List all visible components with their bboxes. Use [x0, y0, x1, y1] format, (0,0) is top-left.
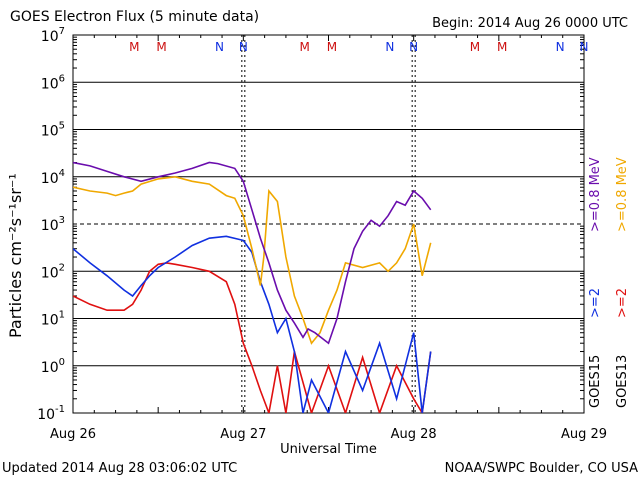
- marker-label: N: [556, 40, 565, 54]
- series-goes13-2: [73, 262, 432, 413]
- marker-label: M: [497, 40, 507, 54]
- y-tick-label: 106: [41, 73, 65, 92]
- legend-goes15: GOES15: [588, 354, 603, 408]
- y-axis-label: Particles cm⁻²s⁻¹sr⁻¹: [6, 173, 25, 338]
- legend-goes15-08: >=0.8 MeV: [588, 157, 603, 232]
- legend-goes15-2: >=2: [588, 287, 603, 318]
- y-tick-label: 104: [41, 168, 65, 187]
- marker-label: N: [580, 40, 589, 54]
- y-tick-label: 100: [41, 357, 65, 376]
- y-tick-label: 10-1: [37, 404, 65, 423]
- series-goes15-08: [73, 161, 432, 345]
- legend-goes13-2: >=2: [615, 287, 630, 318]
- marker-label: M: [299, 40, 309, 54]
- begin-time: Begin: 2014 Aug 26 0000 UTC: [432, 16, 628, 31]
- y-tick-label: 101: [41, 310, 65, 329]
- x-tick-label: Aug 26: [50, 427, 96, 442]
- marker-label: M: [470, 40, 480, 54]
- y-tick-label: 103: [41, 215, 65, 234]
- marker-label: N: [409, 40, 418, 54]
- marker-label: M: [129, 40, 139, 54]
- updated-timestamp: Updated 2014 Aug 28 03:06:02 UTC: [2, 461, 238, 476]
- chart-title: GOES Electron Flux (5 minute data): [10, 9, 260, 25]
- x-tick-label: Aug 29: [561, 427, 607, 442]
- marker-label: M: [327, 40, 337, 54]
- y-tick-label: 105: [41, 121, 65, 140]
- marker-label: M: [156, 40, 166, 54]
- legend-goes13-08: >=0.8 MeV: [615, 157, 630, 232]
- marker-label: N: [385, 40, 394, 54]
- x-tick-label: Aug 27: [220, 427, 266, 442]
- marker-label: N: [239, 40, 248, 54]
- y-tick-label: 102: [41, 262, 65, 281]
- marker-label: N: [215, 40, 224, 54]
- credit-text: NOAA/SWPC Boulder, CO USA: [444, 461, 638, 476]
- legend-goes13: GOES13: [615, 354, 630, 408]
- series-goes13-08: [73, 175, 432, 345]
- y-tick-label: 107: [41, 26, 65, 45]
- x-axis-label: Universal Time: [280, 442, 377, 457]
- x-tick-label: Aug 28: [391, 427, 437, 442]
